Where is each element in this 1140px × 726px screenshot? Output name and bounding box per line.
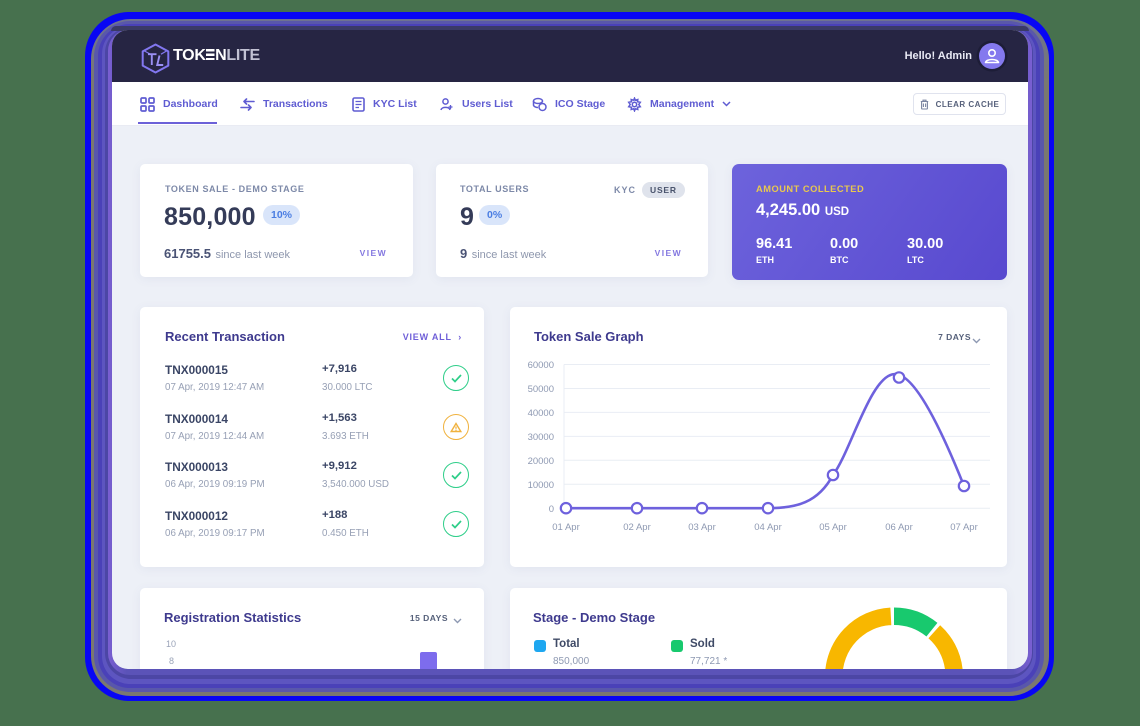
svg-text:01 Apr: 01 Apr [552,522,579,533]
svg-text:20000: 20000 [528,456,554,467]
svg-text:05 Apr: 05 Apr [819,522,846,533]
svg-text:30000: 30000 [528,432,554,443]
svg-text:40000: 40000 [528,408,554,419]
svg-text:02 Apr: 02 Apr [623,522,650,533]
svg-text:0: 0 [549,504,554,515]
svg-text:50000: 50000 [528,384,554,395]
svg-text:06 Apr: 06 Apr [885,522,912,533]
svg-text:10000: 10000 [528,480,554,491]
svg-text:03 Apr: 03 Apr [688,522,715,533]
svg-text:60000: 60000 [528,360,554,371]
svg-text:07 Apr: 07 Apr [950,522,977,533]
svg-text:04 Apr: 04 Apr [754,522,781,533]
